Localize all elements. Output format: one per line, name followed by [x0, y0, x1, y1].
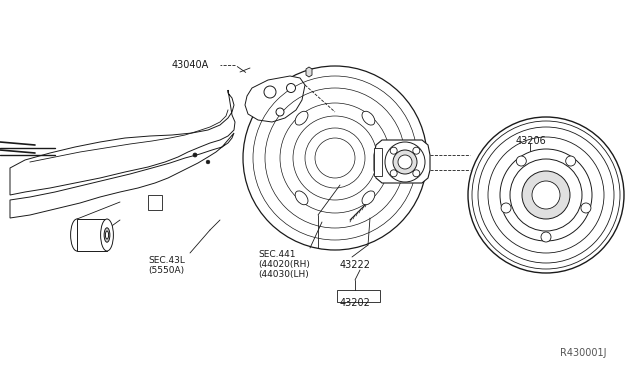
Polygon shape [10, 133, 234, 218]
Ellipse shape [106, 231, 109, 239]
Circle shape [193, 153, 197, 157]
Circle shape [243, 66, 427, 250]
Circle shape [385, 142, 425, 182]
Circle shape [468, 117, 624, 273]
Circle shape [276, 108, 284, 116]
Text: 43222: 43222 [340, 260, 371, 270]
Polygon shape [374, 140, 430, 183]
Ellipse shape [362, 191, 375, 205]
Circle shape [393, 150, 417, 174]
Circle shape [390, 147, 397, 154]
Text: 43040A: 43040A [172, 60, 209, 70]
Polygon shape [77, 219, 107, 251]
Text: (44020(RH): (44020(RH) [258, 260, 310, 269]
Circle shape [413, 170, 420, 177]
Circle shape [398, 155, 412, 169]
Polygon shape [148, 195, 162, 210]
Ellipse shape [295, 191, 308, 205]
Circle shape [510, 159, 582, 231]
Circle shape [532, 181, 560, 209]
Polygon shape [245, 76, 305, 122]
Ellipse shape [295, 111, 308, 125]
Circle shape [501, 203, 511, 213]
Text: SEC.441: SEC.441 [258, 250, 296, 259]
Circle shape [522, 171, 570, 219]
Text: 43206: 43206 [516, 136, 547, 146]
Ellipse shape [362, 111, 375, 125]
Polygon shape [374, 148, 382, 176]
Ellipse shape [104, 228, 110, 242]
Circle shape [390, 170, 397, 177]
Circle shape [413, 147, 420, 154]
Text: 43202: 43202 [340, 298, 371, 308]
Circle shape [581, 203, 591, 213]
Text: (44030(LH): (44030(LH) [258, 270, 308, 279]
Circle shape [206, 160, 210, 164]
Circle shape [566, 156, 576, 166]
Polygon shape [306, 67, 312, 77]
Ellipse shape [70, 219, 83, 251]
Text: (5550A): (5550A) [148, 266, 184, 275]
Circle shape [541, 232, 551, 242]
Ellipse shape [100, 219, 113, 251]
Text: R430001J: R430001J [560, 348, 607, 358]
Circle shape [264, 86, 276, 98]
Circle shape [287, 83, 296, 93]
Circle shape [516, 156, 526, 166]
Text: SEC.43L: SEC.43L [148, 256, 185, 265]
Polygon shape [10, 90, 235, 195]
Circle shape [500, 149, 592, 241]
